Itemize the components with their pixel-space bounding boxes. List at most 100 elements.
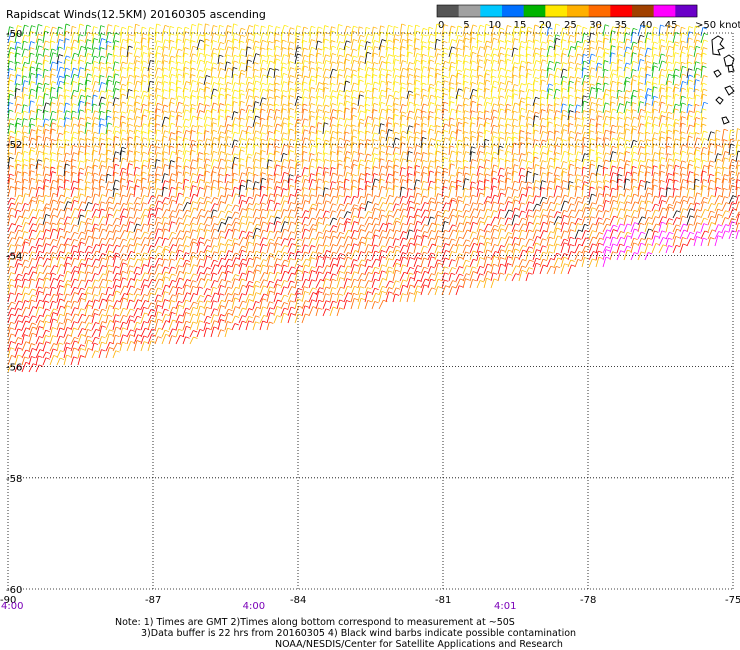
wind-barb-flag	[275, 139, 280, 142]
wind-barb-flag	[493, 25, 499, 28]
wind-barb	[539, 160, 543, 170]
wind-barb-flag	[227, 67, 233, 70]
wind-barb	[224, 31, 228, 44]
wind-barb-flag	[724, 157, 729, 160]
wind-barb-flag	[255, 130, 260, 133]
wind-barb	[623, 123, 626, 135]
wind-barb-flag	[507, 95, 513, 98]
wind-barb-flag	[632, 60, 638, 64]
wind-barb	[448, 39, 453, 51]
wind-barb-flag	[611, 45, 616, 48]
wind-barb-flag	[569, 152, 574, 156]
wind-barb-flag	[633, 139, 638, 143]
wind-barb	[77, 23, 81, 37]
wind-barb	[623, 80, 627, 93]
wind-barb-flag	[37, 73, 42, 76]
wind-barb-flag	[233, 178, 238, 182]
wind-barb-flag	[436, 23, 441, 26]
wind-barb	[595, 173, 598, 184]
wind-barb	[182, 38, 186, 51]
wind-barb	[364, 33, 369, 44]
wind-barb	[714, 166, 718, 177]
wind-barb	[182, 27, 186, 37]
wind-barb	[217, 87, 222, 100]
wind-barb	[308, 131, 312, 142]
wind-barb	[266, 60, 271, 72]
wind-barb	[329, 68, 333, 79]
wind-barb-flag	[521, 60, 526, 63]
wind-barb-flag	[24, 150, 29, 154]
wind-barb-flag	[618, 81, 623, 85]
wind-barb-flag	[332, 53, 337, 56]
wind-barb	[140, 171, 143, 184]
wind-barb	[364, 74, 368, 86]
wind-barb-flag	[577, 53, 582, 56]
wind-barb-flag	[296, 82, 302, 85]
wind-barb	[336, 124, 339, 135]
wind-barb	[679, 96, 683, 107]
wind-barb-flag	[479, 46, 485, 49]
wind-barb	[525, 27, 529, 37]
wind-barb-flag	[233, 163, 238, 166]
wind-barb	[7, 26, 10, 37]
wind-barb-flag	[255, 80, 260, 83]
wind-barb	[658, 146, 662, 156]
wind-barb	[266, 131, 270, 142]
wind-barb-flag	[129, 62, 134, 65]
wind-barb-flag	[451, 39, 457, 42]
wind-barb-flag	[527, 123, 533, 126]
wind-barb	[490, 96, 494, 107]
wind-barb	[231, 23, 234, 37]
wind-barb	[357, 118, 361, 128]
wind-barb-flag	[339, 82, 344, 85]
wind-barb	[112, 157, 115, 170]
wind-barb	[371, 62, 375, 72]
wind-barb	[91, 187, 95, 198]
wind-barb	[329, 53, 333, 65]
wind-barb	[609, 172, 614, 184]
wind-barb-flag	[261, 132, 267, 135]
wind-barb	[497, 167, 501, 177]
wind-barb	[259, 172, 263, 184]
wind-barb	[504, 54, 507, 65]
wind-barb-flag	[184, 87, 189, 90]
wind-barb	[581, 124, 585, 135]
wind-barb	[434, 130, 438, 142]
wind-barb	[644, 116, 649, 128]
wind-barb	[714, 138, 717, 149]
wind-barb-flag	[493, 80, 499, 83]
wind-barb-flag	[541, 69, 547, 72]
wind-barb-flag	[632, 109, 637, 112]
wind-barb-flag	[484, 138, 490, 142]
wind-barb-flag	[51, 138, 57, 142]
wind-barb-flag	[478, 110, 484, 114]
wind-barb	[637, 115, 642, 128]
wind-barb	[98, 186, 102, 198]
wind-barb	[259, 139, 263, 149]
wind-barb	[315, 158, 319, 170]
wind-barb	[560, 151, 565, 163]
wind-barb	[49, 96, 53, 107]
wind-barb	[728, 178, 732, 191]
wind-barb-flag	[423, 166, 428, 169]
wind-barb-flag	[199, 110, 204, 113]
wind-barb	[490, 131, 494, 142]
wind-barb	[399, 158, 404, 170]
wind-barb	[175, 182, 179, 191]
wind-barb-flag	[395, 158, 400, 161]
wind-barb	[455, 73, 459, 86]
wind-barb-flag	[444, 179, 450, 182]
wind-barb-flag	[16, 180, 22, 183]
wind-barb-flag	[472, 75, 477, 78]
wind-barb	[224, 130, 228, 142]
wind-barb	[182, 171, 186, 184]
wind-barb-flag	[185, 109, 190, 112]
wind-barb	[252, 80, 257, 93]
wind-barb	[84, 166, 88, 177]
wind-barb-flag	[542, 139, 547, 142]
wind-barb	[462, 45, 466, 58]
wind-barb	[224, 159, 228, 170]
wind-barb	[637, 40, 640, 51]
wind-barb	[441, 31, 445, 44]
wind-barb-flag	[366, 74, 371, 77]
